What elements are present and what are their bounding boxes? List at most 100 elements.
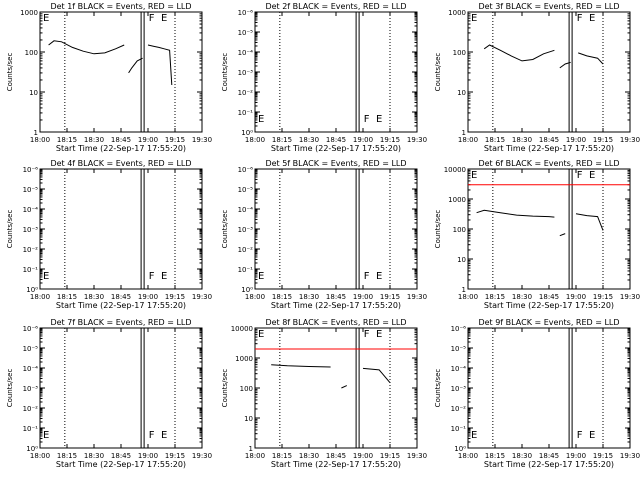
marker-label-e-left: E	[258, 329, 264, 340]
x-tick-label: 18:45	[111, 136, 131, 144]
x-tick-label: 18:15	[57, 293, 77, 301]
x-tick-label: 18:00	[30, 452, 50, 460]
y-tick-label: 10	[457, 89, 466, 97]
x-axis-label: Start Time (22-Sep-17 17:55:20)	[56, 460, 186, 469]
x-tick-label: 18:45	[326, 293, 346, 301]
series-line-3	[147, 44, 173, 86]
panel-title: Det 3f BLACK = Events, RED = LLD	[478, 2, 619, 11]
y-tick-label: 10⁻²	[451, 405, 467, 413]
x-tick-label: 19:15	[165, 293, 185, 301]
panel-title: Det 6f BLACK = Events, RED = LLD	[478, 159, 619, 168]
x-tick-label: 19:30	[407, 452, 427, 460]
x-axis-label: Start Time (22-Sep-17 17:55:20)	[56, 144, 186, 153]
x-tick-label: 18:00	[245, 452, 265, 460]
x-tick-label: 18:30	[299, 136, 319, 144]
x-tick-label: 19:00	[138, 136, 158, 144]
series-line-3	[341, 385, 348, 389]
x-tick-label: 18:45	[111, 452, 131, 460]
x-tick-label: 18:00	[245, 136, 265, 144]
y-tick-label: 1000	[448, 196, 466, 204]
y-tick-label: 10	[244, 415, 253, 423]
marker-label-f: F	[149, 430, 155, 441]
y-tick-label: 100	[240, 385, 253, 393]
y-tick-label: 10⁻²	[238, 246, 254, 254]
panel-title: Det 9f BLACK = Events, RED = LLD	[478, 318, 619, 327]
marker-label-f: F	[149, 271, 155, 282]
y-tick-label: 10⁻²	[23, 405, 39, 413]
series-line-2	[128, 57, 143, 74]
x-tick-label: 18:30	[512, 136, 532, 144]
x-tick-label: 19:15	[593, 452, 613, 460]
x-tick-label: 18:30	[84, 293, 104, 301]
series-line-3	[578, 52, 604, 65]
x-tick-label: 18:00	[458, 136, 478, 144]
marker-label-f: F	[364, 329, 370, 340]
series-line-2	[476, 209, 555, 218]
x-tick-label: 18:45	[539, 136, 559, 144]
detector-panel-4: Det 4f BLACK = Events, RED = LLD 18:00 18:…	[6, 159, 212, 310]
plot-frame	[39, 327, 203, 449]
x-tick-label: 19:00	[566, 293, 586, 301]
y-tick-label: 100	[25, 49, 38, 57]
y-tick-label: 10⁻⁴	[238, 206, 254, 214]
x-tick-label: 19:30	[407, 136, 427, 144]
marker-label-e-left: E	[43, 430, 49, 441]
x-tick-label: 18:00	[458, 293, 478, 301]
y-tick-label: 10⁰	[26, 286, 38, 294]
y-tick-label: 10	[29, 89, 38, 97]
detector-panel-3: Det 3f BLACK = Events, RED = LLD 18:00 18:…	[434, 2, 640, 153]
y-tick-label: 10⁻⁵	[238, 29, 254, 37]
marker-label-e-left: E	[471, 170, 477, 181]
marker-label-e-left: E	[43, 13, 49, 24]
x-tick-label: 19:00	[138, 293, 158, 301]
marker-label-e: E	[376, 329, 382, 340]
series-line-4	[362, 367, 391, 384]
marker-label-f: F	[577, 430, 583, 441]
x-tick-label: 19:00	[566, 452, 586, 460]
detector-panel-6: Det 6f BLACK = Events, RED = LLD 18:00 18:…	[434, 159, 640, 310]
marker-label-e: E	[161, 430, 167, 441]
y-tick-label: 1000	[448, 9, 466, 17]
y-tick-label: 10⁻⁴	[23, 206, 39, 214]
x-tick-label: 19:15	[593, 136, 613, 144]
y-tick-label: 10⁰	[241, 129, 253, 137]
marker-label-f: F	[577, 13, 583, 24]
detector-panel-8: Det 8f BLACK = Events, RED = LLD 18:00 18:…	[221, 318, 427, 469]
marker-label-e-left: E	[471, 13, 477, 24]
marker-label-e-left: E	[258, 114, 264, 125]
panel-title: Det 7f BLACK = Events, RED = LLD	[50, 318, 191, 327]
y-tick-label: 10⁻¹	[23, 425, 39, 433]
x-tick-label: 19:15	[380, 452, 400, 460]
y-tick-label: 10⁻⁵	[451, 345, 467, 353]
y-tick-label: 10⁻⁵	[23, 186, 39, 194]
marker-label-e: E	[376, 114, 382, 125]
y-tick-label: 10⁻⁶	[238, 166, 254, 174]
y-tick-label: 10⁻⁴	[238, 49, 254, 57]
y-tick-label: 10⁻⁶	[451, 325, 467, 333]
x-tick-label: 18:15	[272, 452, 292, 460]
y-tick-label: 10⁻¹	[238, 109, 254, 117]
y-tick-label: 10⁻⁶	[23, 325, 39, 333]
y-tick-label: 1	[34, 129, 38, 137]
x-tick-label: 19:30	[192, 136, 212, 144]
y-tick-label: 10⁻²	[238, 89, 254, 97]
marker-label-e-left: E	[258, 271, 264, 282]
series-line-1	[483, 44, 555, 62]
detector-panel-5: Det 5f BLACK = Events, RED = LLD 18:00 18:…	[221, 159, 427, 310]
panel-title: Det 8f BLACK = Events, RED = LLD	[265, 318, 406, 327]
detector-panel-7: Det 7f BLACK = Events, RED = LLD 18:00 18:…	[6, 318, 212, 469]
y-tick-label: 10⁻³	[451, 385, 467, 393]
marker-label-e: E	[589, 13, 595, 24]
plot-frame	[467, 327, 631, 449]
x-axis-label: Start Time (22-Sep-17 17:55:20)	[56, 301, 186, 310]
x-tick-label: 19:00	[566, 136, 586, 144]
x-tick-label: 18:30	[84, 452, 104, 460]
y-tick-label: 10⁻⁴	[451, 365, 467, 373]
marker-label-e-left: E	[471, 430, 477, 441]
y-tick-label: 10⁰	[454, 445, 466, 453]
detector-panel-9: Det 9f BLACK = Events, RED = LLD 18:00 18:…	[434, 318, 640, 469]
x-tick-label: 19:30	[192, 452, 212, 460]
y-tick-label: 10⁰	[26, 445, 38, 453]
x-tick-label: 19:15	[165, 136, 185, 144]
detector-panel-2: Det 2f BLACK = Events, RED = LLD 18:00 18:…	[221, 2, 427, 153]
